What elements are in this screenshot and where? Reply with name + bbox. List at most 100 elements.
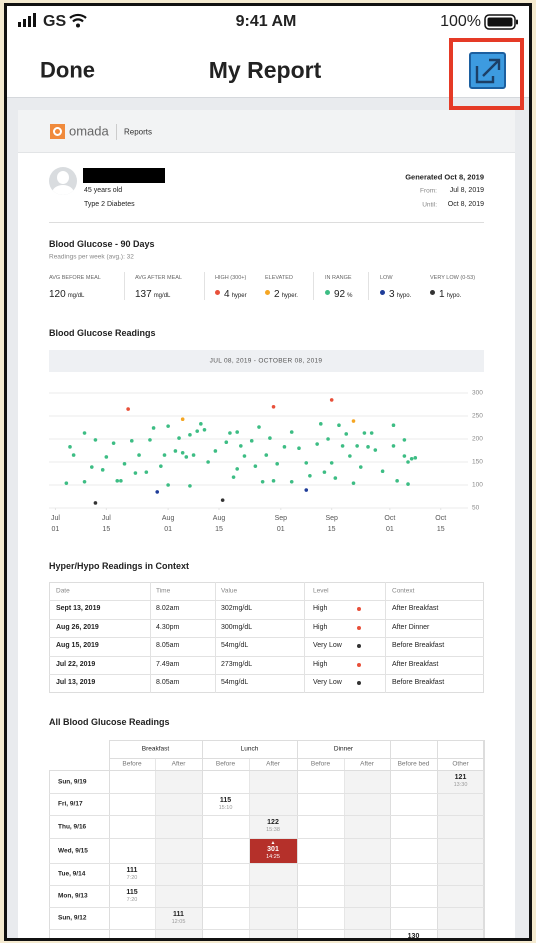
x-tick-label: Aug 01 [161,515,175,533]
data-point [115,479,120,483]
grid-marker: ▲ [270,840,276,847]
battery-outline [484,14,516,30]
stat-unit: % [347,292,353,299]
stat-dot [430,290,435,295]
redacted-name [83,168,165,183]
grid-col-divider [249,758,250,938]
table-cell: Sept 13, 2019 [56,605,101,613]
data-point [122,462,127,466]
grid-time: 13:30 [453,781,468,788]
separator [49,222,484,223]
data-point [199,422,203,426]
data-point [220,498,225,502]
data-point [275,462,279,466]
stat-value: 2 [274,288,280,300]
grid-row-line [49,793,484,794]
table-header: Level [313,587,329,595]
done-button[interactable]: Done [40,57,95,83]
data-point [366,445,370,449]
data-point [333,476,338,480]
stat-label: ELEVATED [265,274,293,281]
data-point [373,448,378,452]
grid-line [109,758,484,759]
x-tick-label: Oct 15 [435,515,447,533]
data-point [369,431,374,435]
data-point [82,479,87,484]
data-point [348,454,352,458]
stat-label: IN RANGE [325,274,352,281]
table-cell: 7.49am [156,660,180,668]
grid-column: Before bed [397,760,430,768]
table-cell: 54mg/dL [221,679,249,687]
data-point [71,453,76,457]
grid-date: Sun, 9/12 [58,914,87,922]
data-point [213,449,218,453]
table-cell: Aug 26, 2019 [56,623,99,631]
table-header: Time [156,587,171,595]
table-cell: High [313,660,328,668]
stat-value: 92 [334,288,346,300]
data-point [304,461,309,465]
table-row-line [49,674,484,675]
data-point [64,481,69,485]
stat-value: 137 [135,288,152,300]
data-point [202,428,207,432]
y-tick-label: 100 [472,481,483,489]
y-tick-label: 250 [472,412,483,420]
grid-value: 111 [126,866,138,874]
grid-group-divider [202,740,203,938]
grid-time: 14:25 [266,853,280,860]
data-point [166,483,170,487]
data-point [351,481,356,485]
signal-bar [28,16,31,27]
chart-title: Blood Glucose Readings [49,327,156,338]
device-frame [4,3,532,941]
data-point [351,419,356,423]
data-point [239,444,243,448]
report-header [18,110,515,153]
data-point [173,449,178,453]
grid-border [49,740,484,938]
table-header: Context [392,587,415,595]
stat-value-group: 4 hyper [224,284,247,302]
data-point [242,454,247,458]
share-icon-arrow[interactable] [475,58,501,84]
stat-unit: hyper [231,292,247,299]
battery-tip [516,19,518,25]
signal-bar [18,22,21,27]
grid-shaded-column [344,770,390,938]
stat-unit: mg/dL [153,292,171,299]
data-point [104,455,109,459]
data-point [235,467,239,471]
table-cell: High [313,623,328,631]
data-point [93,501,98,505]
data-point [162,453,167,457]
data-point [231,475,236,479]
grid-date: Tue, 9/14 [58,870,86,878]
stat-divider [368,272,369,300]
x-tick-label: Oct 01 [384,515,396,533]
avatar-body [52,185,74,195]
battery-percent: 100% [440,12,481,30]
data-point [235,430,239,434]
data-point [180,417,185,422]
table-cell: Before Breakfast [392,679,445,687]
data-point [413,456,418,460]
data-point [257,425,261,429]
table-cell: Very Low [313,642,342,650]
grid-value: 115 [219,796,232,804]
data-point [326,437,330,441]
grid-title: All Blood Glucose Readings [49,716,170,727]
data-point [329,398,334,402]
grid-group-divider [484,740,485,938]
stat-value: 3 [389,288,395,300]
data-point [340,444,345,448]
readings-per-week: Readings per week (avg.): 32 [49,253,134,261]
grid-value: 111 [173,910,184,918]
share-button[interactable] [469,52,506,89]
brand-logo-ring [53,127,62,136]
chart-subtitle: JUL 08, 2019 - OCTOBER 08, 2019 [209,357,323,365]
age: 45 years old [84,186,123,194]
data-point [155,490,160,494]
